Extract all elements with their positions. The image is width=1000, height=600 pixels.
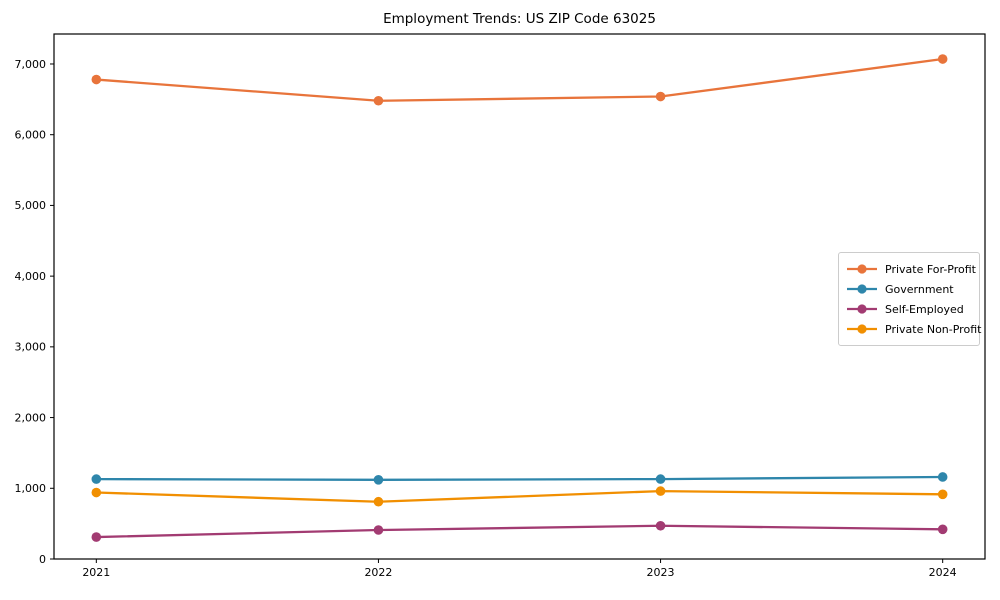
series-line-self-employed [96,524,943,539]
series-line-government [96,475,943,481]
legend-marker-icon [847,324,877,334]
legend-item-self-employed: Self-Employed [846,299,971,319]
y-tick-label: 0 [39,553,46,566]
legend-label: Private For-Profit [885,262,976,276]
y-tick-label: 3,000 [15,341,47,354]
y-tick-label: 7,000 [15,58,47,71]
x-tick-label: 2024 [929,566,957,579]
legend-label: Private Non-Profit [885,322,982,336]
y-tick-label: 2,000 [15,411,47,424]
series-marker-private-for-profit [373,95,384,106]
series-marker-private-non-profit [655,486,666,496]
series-marker-private-for-profit [655,91,666,102]
legend: Private For-Profit Government Self-Employe… [838,252,981,346]
x-tick-label: 2023 [647,566,675,579]
series-marker-government [373,474,384,485]
x-tick-label: 2022 [364,566,392,579]
series-line-private-non-profit [96,489,943,503]
series-marker-self-employed [91,532,102,542]
legend-marker-icon [847,264,877,274]
y-tick-label: 1,000 [15,482,47,495]
series-marker-self-employed [373,525,384,535]
legend-item-government: Government [846,279,971,299]
series-marker-self-employed [937,524,948,535]
legend-item-private-for-profit: Private For-Profit [846,259,976,279]
y-tick-label: 5,000 [15,199,47,212]
series-marker-private-for-profit [91,74,102,85]
series-marker-private-non-profit [937,489,948,500]
series-marker-private-for-profit [937,54,948,64]
chart-title: Employment Trends: US ZIP Code 63025 [383,11,656,27]
legend-item-private-non-profit: Private Non-Profit [846,319,981,339]
legend-label: Government [885,282,954,296]
legend-marker-icon [847,304,877,314]
series-line-private-for-profit [96,57,943,102]
series-marker-private-non-profit [91,487,102,498]
legend-marker-icon [847,284,877,294]
series-marker-government [937,472,948,482]
y-tick-label: 4,000 [15,270,47,283]
series-marker-self-employed [655,520,666,531]
series-marker-government [91,474,102,484]
x-tick-label: 2021 [82,566,110,579]
y-tick-label: 6,000 [15,129,47,142]
series-marker-private-non-profit [373,496,384,507]
legend-label: Self-Employed [885,302,964,316]
series-marker-government [655,474,666,484]
axes-frame [53,33,986,560]
